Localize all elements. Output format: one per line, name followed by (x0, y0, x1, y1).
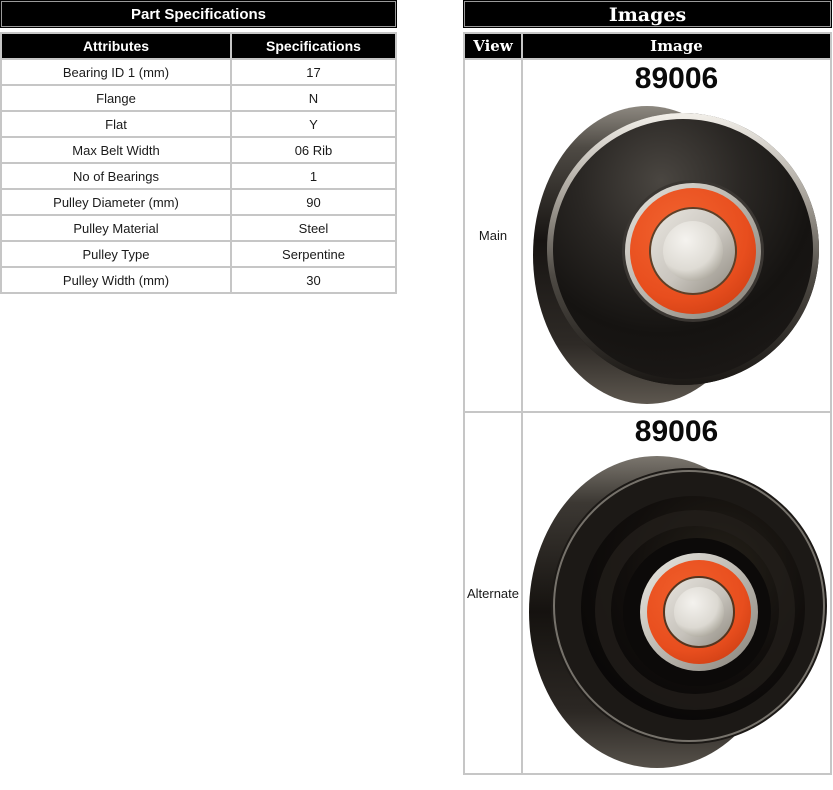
specifications-column-header: Specifications (230, 32, 397, 60)
attribute-cell: Flat (0, 110, 232, 138)
value-cell: 30 (230, 266, 397, 294)
spec-row-pulley-material: Pulley Material Steel (0, 214, 397, 242)
part-specifications-table: Attributes Specifications Bearing ID 1 (… (0, 32, 397, 294)
image-column-header: Image (521, 32, 832, 60)
value-cell: Y (230, 110, 397, 138)
attribute-cell: Pulley Type (0, 240, 232, 268)
attribute-cell: Max Belt Width (0, 136, 232, 164)
view-column-header: View (463, 32, 523, 60)
attributes-column-header: Attributes (0, 32, 232, 60)
images-table: View Image Main 89006 (463, 32, 832, 775)
image-row-main: Main 89006 (463, 58, 832, 413)
view-label-main: Main (463, 58, 523, 413)
part-specifications-title: Part Specifications (1, 1, 396, 27)
attribute-cell: Flange (0, 84, 232, 112)
pulley-front-photo (532, 106, 819, 404)
images-title: Images (464, 1, 831, 27)
attribute-cell: Pulley Width (mm) (0, 266, 232, 294)
part-number-label: 89006 (634, 415, 719, 448)
attribute-cell: Pulley Material (0, 214, 232, 242)
value-cell: 17 (230, 58, 397, 86)
images-header-bar: Images (463, 0, 832, 28)
value-cell: Steel (230, 214, 397, 242)
attribute-cell: No of Bearings (0, 162, 232, 190)
part-specifications-panel: Part Specifications Attributes Specifica… (0, 0, 397, 294)
value-cell: Serpentine (230, 240, 397, 268)
spec-row-no-of-bearings: No of Bearings 1 (0, 162, 397, 190)
part-specifications-header-bar: Part Specifications (0, 0, 397, 28)
image-cell-alternate: 89006 (521, 411, 832, 775)
value-cell: 90 (230, 188, 397, 216)
spec-row-pulley-diameter: Pulley Diameter (mm) 90 (0, 188, 397, 216)
images-header-row: View Image (463, 32, 832, 60)
spec-row-flange: Flange N (0, 84, 397, 112)
spec-row-pulley-width: Pulley Width (mm) 30 (0, 266, 397, 294)
spec-row-bearing-id: Bearing ID 1 (mm) 17 (0, 58, 397, 86)
spec-header-row: Attributes Specifications (0, 32, 397, 60)
spec-row-pulley-type: Pulley Type Serpentine (0, 240, 397, 268)
pulley-rear-photo (528, 456, 827, 768)
image-cell-main: 89006 (521, 58, 832, 413)
attribute-cell: Pulley Diameter (mm) (0, 188, 232, 216)
value-cell: 06 Rib (230, 136, 397, 164)
spec-row-max-belt-width: Max Belt Width 06 Rib (0, 136, 397, 164)
image-row-alternate: Alternate 89006 (463, 411, 832, 775)
images-panel: Images View Image Main 89006 (463, 0, 832, 775)
value-cell: 1 (230, 162, 397, 190)
spec-row-flat: Flat Y (0, 110, 397, 138)
view-label-alternate: Alternate (463, 411, 523, 775)
value-cell: N (230, 84, 397, 112)
attribute-cell: Bearing ID 1 (mm) (0, 58, 232, 86)
part-number-label: 89006 (634, 62, 719, 95)
